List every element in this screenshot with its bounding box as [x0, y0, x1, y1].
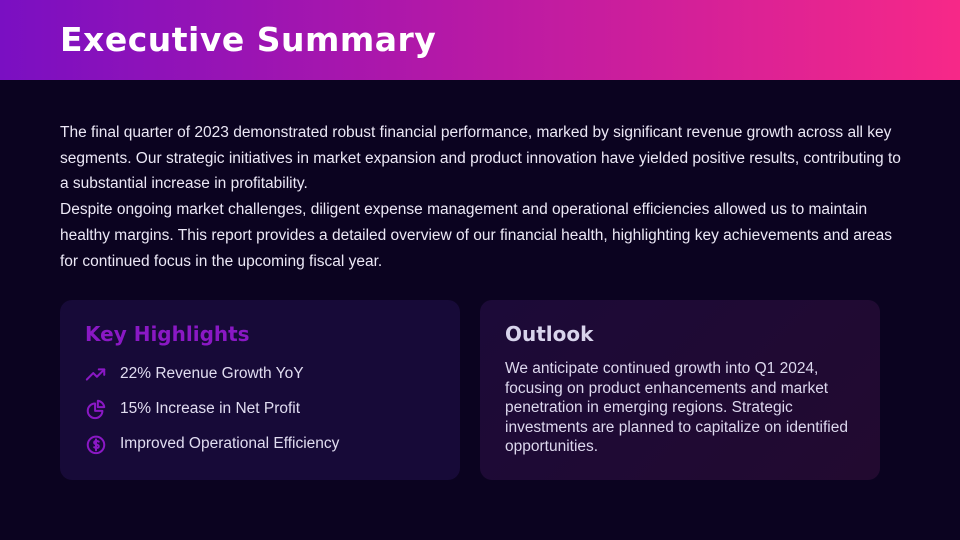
- intro-paragraph: The final quarter of 2023 demonstrated r…: [60, 124, 901, 193]
- highlight-label: 15% Increase in Net Profit: [120, 400, 301, 417]
- trending-up-icon: [85, 368, 106, 381]
- key-highlights-card: Key Highlights 22% Revenue Growth YoY 15…: [60, 300, 460, 480]
- list-item: Improved Operational Efficiency: [85, 433, 339, 455]
- list-item: 15% Increase in Net Profit: [85, 398, 300, 420]
- page-title: Executive Summary: [60, 20, 437, 59]
- list-item: 22% Revenue Growth YoY: [85, 363, 304, 385]
- dollar-circle-icon: [86, 435, 106, 455]
- card-title: Key Highlights: [85, 322, 250, 346]
- intro-text: The final quarter of 2023 demonstrated r…: [60, 120, 905, 274]
- intro-paragraph: Despite ongoing market challenges, dilig…: [60, 201, 893, 270]
- outlook-card: Outlook We anticipate continued growth i…: [480, 300, 880, 480]
- card-title: Outlook: [505, 322, 594, 346]
- outlook-text: We anticipate continued growth into Q1 2…: [505, 360, 848, 455]
- pie-chart-icon: [86, 399, 106, 420]
- highlight-label: 22% Revenue Growth YoY: [120, 365, 304, 382]
- highlight-label: Improved Operational Efficiency: [120, 435, 340, 452]
- header-banner: Executive Summary: [0, 0, 960, 80]
